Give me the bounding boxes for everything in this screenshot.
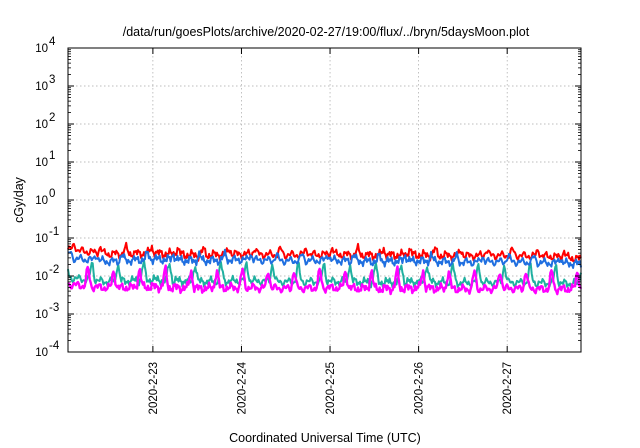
y-tick-label: 10 [35,157,48,169]
chart-title: /data/run/goesPlots/archive/2020-02-27/1… [123,25,530,39]
series-line-1 [67,259,582,289]
x-axis: 2020-2-23 2020-2-24 2020-2-25 2020-2-26 2020… [148,48,514,414]
y-tick-label: 10 [35,233,48,245]
y-tick-exponent: 4 [49,36,56,48]
series-line-2 [67,264,583,296]
y-tick-label: 10 [35,81,48,93]
y-tick-label: 10 [35,119,48,131]
y-tick-exponent: -1 [49,226,59,238]
x-tick-label: 2020-2-26 [414,362,426,414]
y-tick-exponent: 0 [49,188,55,200]
y-tick-exponent: 1 [49,150,55,162]
x-tick-label: 2020-2-24 [236,361,248,414]
y-axis-label: cGy/day [12,176,26,223]
y-tick-exponent: 2 [49,112,55,124]
y-tick-label: 10 [35,309,48,321]
x-axis-label: Coordinated Universal Time (UTC) [229,431,421,445]
y-tick-label: 10 [35,195,48,207]
y-tick-exponent: -4 [49,340,60,352]
y-tick-exponent: -3 [49,302,59,314]
y-tick-label: 10 [35,43,48,55]
x-tick-label: 2020-2-27 [502,362,514,414]
grid [68,48,581,352]
series-line-3 [67,241,582,263]
y-tick-exponent: -2 [49,264,59,276]
y-tick-exponent: 3 [49,74,55,86]
x-tick-label: 2020-2-25 [325,362,337,414]
x-tick-label: 2020-2-23 [148,362,160,414]
y-tick-label: 10 [35,271,48,283]
series-line-4 [67,248,582,269]
series-layer [67,241,583,296]
y-tick-label: 10 [35,347,48,359]
